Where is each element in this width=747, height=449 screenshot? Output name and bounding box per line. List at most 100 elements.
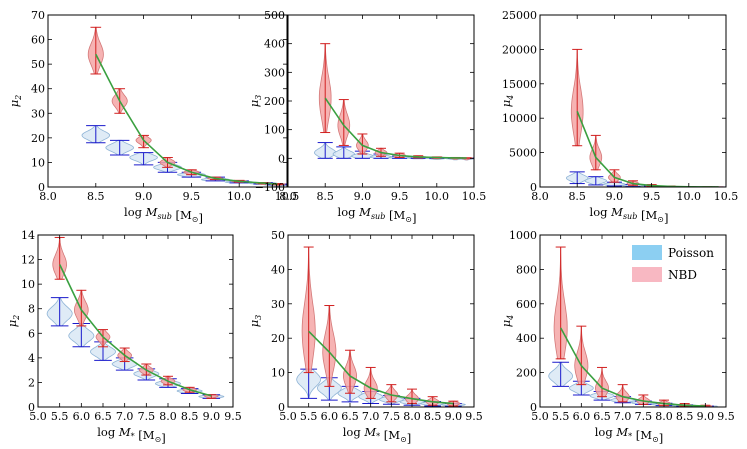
x-tick-label: 5.0 [29, 410, 47, 423]
x-tick-label: 9.0 [697, 410, 715, 423]
x-tick-label: 7.0 [116, 410, 134, 423]
axes-frame [539, 234, 727, 408]
y-tick-label: 10 [271, 367, 285, 380]
x-tick-label: 9.0 [606, 190, 624, 203]
x-tick-label: 8.0 [531, 190, 549, 203]
x-tick-label: 8.5 [568, 190, 586, 203]
x-tick-label: 5.5 [300, 410, 318, 423]
y-tick-label: 50 [31, 58, 45, 71]
axes-frame [37, 234, 234, 408]
x-tick-label: 8.5 [181, 410, 199, 423]
x-tick-label: 8.0 [159, 410, 177, 423]
y-tick-label: 10000 [502, 112, 537, 125]
x-tick-label: 5.0 [531, 410, 549, 423]
x-tick-label: 7.5 [635, 410, 653, 423]
y-tick-label: 0 [28, 401, 35, 414]
x-tick-label: 7.0 [614, 410, 632, 423]
panel-p6: 5.0 5.5 6.0 6.5 7.0 7.5 8.0 8.5 9.0 9.5 0 200 400 600… [499, 229, 735, 445]
trend-line [324, 97, 467, 159]
x-tick-label: 8.0 [655, 410, 673, 423]
x-tick-label: 10.0 [677, 190, 702, 203]
plot-area [296, 246, 466, 407]
x-tick-label: 9.5 [643, 190, 661, 203]
x-tick-label: 6.0 [73, 410, 91, 423]
y-tick-label: 14 [21, 229, 35, 242]
x-tick-label: 8.5 [424, 410, 442, 423]
y-tick-label: 100 [264, 124, 285, 137]
y-tick-label: 4 [28, 352, 35, 365]
y-tick-label: 20 [271, 332, 285, 345]
x-tick-label: 8.5 [676, 410, 694, 423]
x-tick-label: 10.0 [227, 190, 252, 203]
x-tick-label: 9.5 [183, 190, 201, 203]
x-tick-label: 5.5 [51, 410, 69, 423]
panel-p2: 8.0 8.5 9.0 9.5 10.0 10.5−1000100200300400500… [247, 9, 486, 225]
plot-area [313, 43, 474, 161]
y-tick-label: 400 [516, 332, 537, 345]
y-tick-label: 60 [31, 34, 45, 47]
y-axis-label: μ2 [7, 95, 23, 108]
x-tick-label: 7.5 [138, 410, 156, 423]
x-axis-label: log M* [M⊙] [343, 425, 412, 445]
x-tick-label: 6.0 [321, 410, 339, 423]
x-tick-label: 8.5 [316, 190, 334, 203]
y-tick-label: 600 [516, 298, 537, 311]
y-tick-label: 800 [516, 263, 537, 276]
y-axis-label: μ4 [499, 95, 515, 108]
legend-label-poisson: Poisson [668, 246, 714, 260]
y-tick-label: 5000 [509, 147, 537, 160]
y-tick-label: 30 [31, 107, 45, 120]
trend-line [559, 327, 706, 407]
x-tick-label: 7.5 [383, 410, 401, 423]
x-tick-label: 10.5 [714, 190, 739, 203]
x-tick-label: 8.0 [403, 410, 421, 423]
y-tick-label: 70 [31, 9, 45, 22]
y-tick-label: 20000 [502, 43, 537, 56]
legend-swatch-poisson [632, 245, 662, 260]
x-tick-label: 9.0 [203, 410, 221, 423]
x-axis-label: log M* [M⊙] [595, 425, 664, 445]
y-tick-label: 8 [28, 303, 35, 316]
axes-frame [287, 234, 475, 408]
legend: Poisson NBD [632, 245, 714, 282]
y-tick-label: 30 [271, 298, 285, 311]
y-axis-label: μ4 [499, 315, 515, 328]
x-tick-label: 5.0 [279, 410, 297, 423]
y-tick-label: 10 [21, 278, 35, 291]
x-tick-label: 9.5 [224, 410, 242, 423]
x-axis-label: log Msub [M⊙] [338, 205, 417, 225]
y-tick-label: 2 [28, 376, 35, 389]
x-tick-label: 10.5 [275, 190, 300, 203]
y-tick-label: 10 [31, 156, 45, 169]
x-tick-label: 9.0 [445, 410, 463, 423]
x-tick-label: 9.5 [391, 190, 409, 203]
x-tick-label: 6.5 [341, 410, 359, 423]
axes-frame [287, 14, 475, 188]
trend-line [95, 53, 278, 185]
legend-label-nbd: NBD [668, 268, 697, 282]
y-tick-label: 400 [264, 38, 285, 51]
x-tick-label: 8.0 [279, 190, 297, 203]
y-tick-label: 25000 [502, 9, 537, 22]
y-tick-label: −100 [255, 181, 285, 194]
plot-area [46, 236, 225, 399]
axes-frame [47, 14, 288, 188]
panel-p5: 5.0 5.5 6.0 6.5 7.0 7.5 8.0 8.5 9.0 9.5 0 10 20 30 40 5… [247, 229, 483, 445]
y-tick-label: 50 [271, 229, 285, 242]
y-axis-label: μ3 [247, 95, 263, 108]
panel-p4: 5.0 5.5 6.0 6.5 7.0 7.5 8.0 8.5 9.0 9.5 0 2 4 6 8 10 12 1… [5, 229, 242, 445]
y-tick-label: 40 [271, 263, 285, 276]
y-tick-label: 200 [516, 367, 537, 380]
x-tick-label: 6.0 [573, 410, 591, 423]
y-axis-label: μ2 [5, 315, 21, 328]
x-tick-label: 5.5 [552, 410, 570, 423]
x-tick-label: 6.5 [593, 410, 611, 423]
y-tick-label: 200 [264, 95, 285, 108]
panel-p1: 8.0 8.5 9.0 9.5 10.0 10.5 0 10 20 30 40 50 60 70 log M… [7, 9, 299, 225]
y-tick-label: 0 [530, 181, 537, 194]
axes-frame [539, 14, 727, 188]
y-tick-label: 0 [278, 401, 285, 414]
x-tick-label: 9.0 [135, 190, 153, 203]
x-tick-label: 9.0 [354, 190, 372, 203]
